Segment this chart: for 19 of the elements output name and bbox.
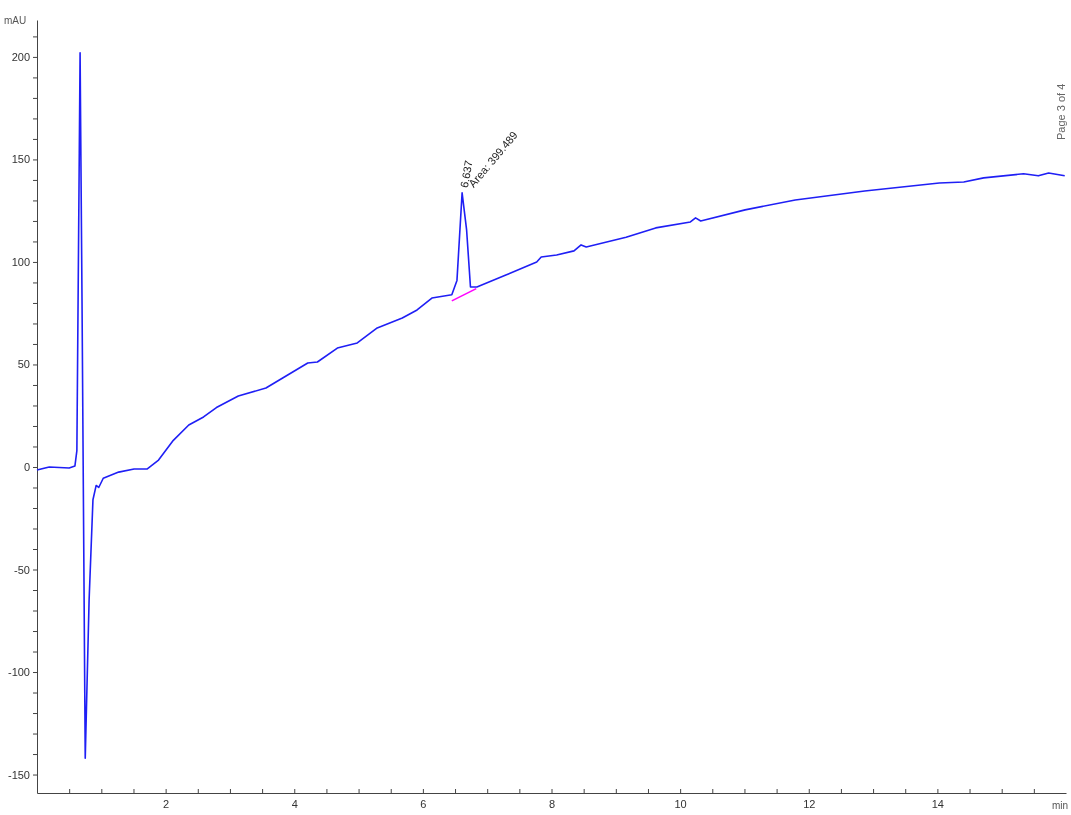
y-tick-label: -50 [14,563,30,576]
x-tick-label: 10 [674,797,687,810]
y-tick-label: -150 [7,768,30,781]
x-tick-label: 2 [163,797,170,810]
annotation: Page 3 of 4 [1055,83,1067,140]
y-tick-label: 150 [11,153,30,166]
x-tick-label: 8 [548,797,556,810]
y-axis-title: mAU [4,15,27,26]
y-tick-label: 50 [17,358,30,371]
y-tick-label: -100 [7,666,30,679]
y-tick-label: 100 [11,255,30,268]
x-tick-label: 4 [291,797,298,810]
line-series [36,52,1066,759]
x-axis-title: min [1051,800,1068,811]
y-tick-label: 0 [23,461,30,474]
y-tick-label: 200 [11,50,30,63]
x-tick-label: 12 [803,797,816,810]
x-tick-label: 14 [931,797,944,810]
x-tick-label: 6 [420,797,427,810]
